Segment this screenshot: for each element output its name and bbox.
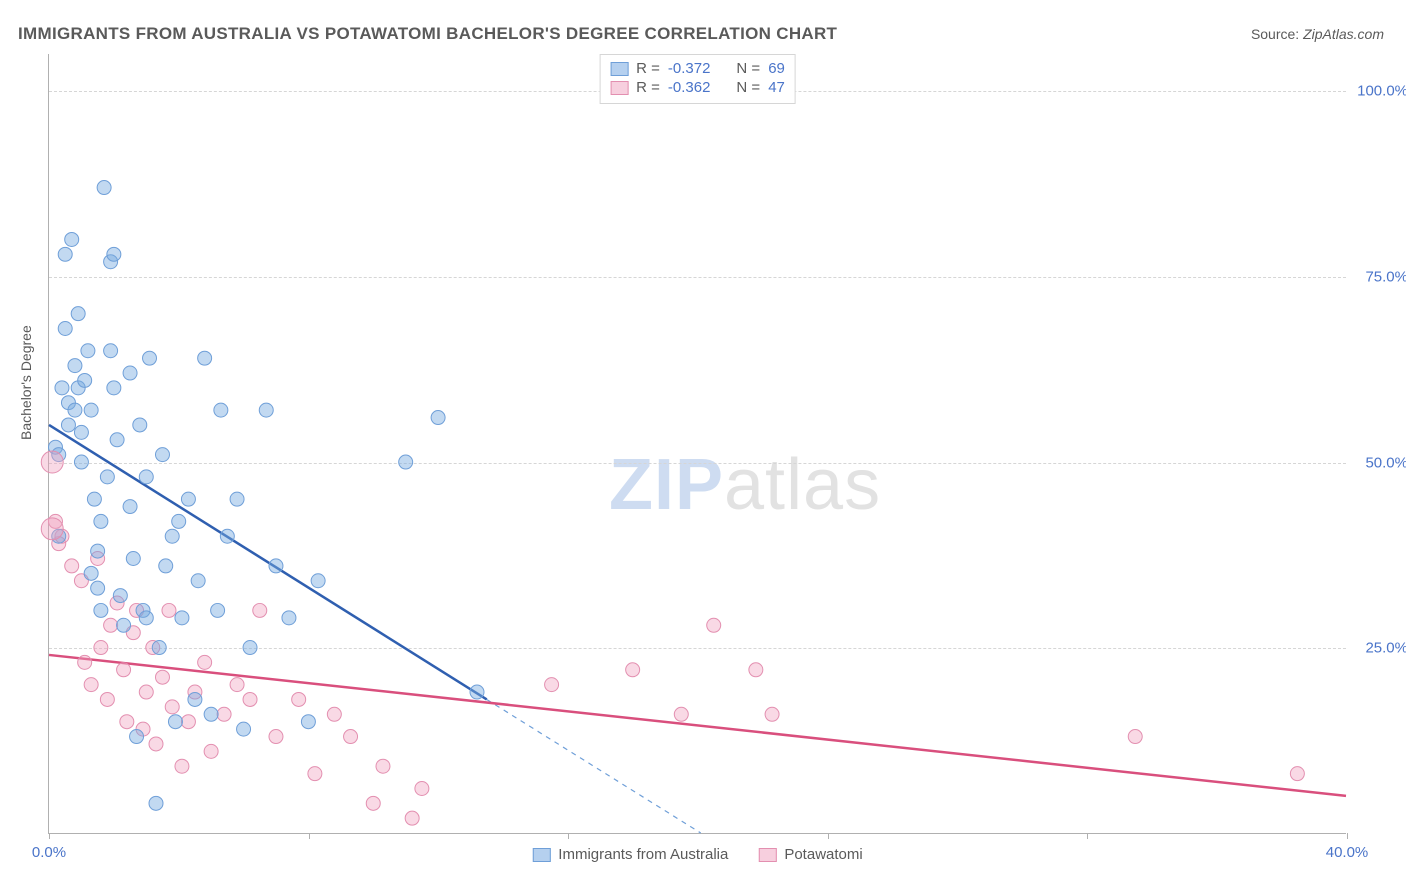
trend-lines: [49, 54, 1346, 833]
legend-label-blue: Immigrants from Australia: [558, 846, 728, 863]
legend-swatch-pink: [758, 848, 776, 862]
watermark-zip: ZIP: [609, 445, 724, 525]
legend-stats-row-blue: R = -0.372 N = 69: [610, 59, 785, 78]
y-tick-label: 100.0%: [1352, 83, 1406, 100]
y-tick-label: 50.0%: [1352, 454, 1406, 471]
chart-source: Source: ZipAtlas.com: [1251, 26, 1384, 42]
legend-item-blue: Immigrants from Australia: [532, 846, 728, 863]
legend-n-label: N =: [736, 60, 760, 77]
legend-series: Immigrants from Australia Potawatomi: [532, 846, 862, 863]
legend-swatch-pink: [610, 81, 628, 95]
scatter-points: [49, 54, 1346, 833]
legend-swatch-blue: [610, 62, 628, 76]
y-tick-label: 25.0%: [1352, 640, 1406, 657]
legend-label-pink: Potawatomi: [784, 846, 862, 863]
x-tick-label: 40.0%: [1326, 844, 1369, 861]
legend-item-pink: Potawatomi: [758, 846, 862, 863]
source-link[interactable]: ZipAtlas.com: [1303, 26, 1384, 42]
y-axis-label: Bachelor's Degree: [18, 325, 34, 440]
legend-r-label: R =: [636, 79, 660, 96]
legend-stats-row-pink: R = -0.362 N = 47: [610, 78, 785, 97]
legend-n-value: 69: [768, 60, 785, 77]
watermark: ZIPatlas: [609, 444, 881, 526]
x-tick-label: 0.0%: [32, 844, 66, 861]
legend-n-value: 47: [768, 79, 785, 96]
y-tick-label: 75.0%: [1352, 268, 1406, 285]
legend-n-label: N =: [736, 79, 760, 96]
chart-title: IMMIGRANTS FROM AUSTRALIA VS POTAWATOMI …: [18, 24, 837, 44]
legend-r-value: -0.372: [668, 60, 711, 77]
chart-plot-area: ZIPatlas 25.0%50.0%75.0%100.0% 0.0%40.0%…: [48, 54, 1346, 834]
legend-stats: R = -0.372 N = 69 R = -0.362 N = 47: [599, 54, 796, 104]
legend-r-label: R =: [636, 60, 660, 77]
watermark-atlas: atlas: [724, 445, 881, 525]
legend-swatch-blue: [532, 848, 550, 862]
legend-r-value: -0.362: [668, 79, 711, 96]
source-label: Source:: [1251, 26, 1303, 42]
